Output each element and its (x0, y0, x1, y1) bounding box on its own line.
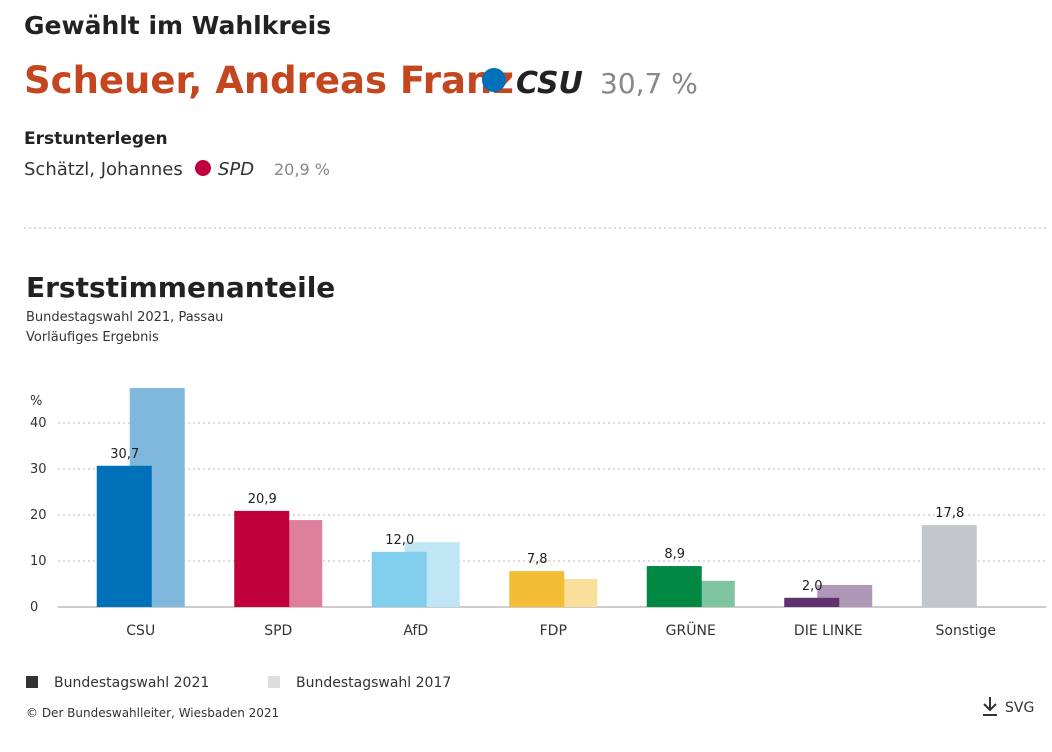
x-tick-label: DIE LINKE (794, 623, 863, 639)
party-dot (195, 160, 211, 176)
bar (646, 566, 702, 607)
download-icon (983, 697, 997, 716)
chart-title: Erststimmenanteile (26, 271, 335, 304)
value-label: 12,0 (385, 533, 414, 548)
winner-share: 30,7 % (600, 67, 698, 100)
y-tick-label: 20 (30, 508, 47, 523)
runner-up-name: Schätzl, Johannes (24, 159, 183, 180)
x-tick-label: CSU (126, 623, 155, 639)
download-button[interactable]: SVG (983, 697, 1034, 716)
y-axis-label: % (30, 394, 42, 409)
bar (234, 510, 290, 607)
bar (921, 525, 977, 607)
value-label: 20,9 (248, 492, 277, 507)
value-label: 30,7 (110, 447, 139, 462)
runner-up-label: Erstunterlegen (24, 129, 168, 149)
legend: Bundestagswahl 2021 Bundestagswahl 2017 (26, 675, 451, 691)
legend-swatch (268, 676, 280, 688)
winner-name: Scheuer, Andreas Franz (24, 59, 514, 102)
bar (784, 597, 840, 607)
legend-swatch (26, 676, 38, 688)
legend-label: Bundestagswahl 2017 (296, 675, 451, 691)
party-dot (482, 68, 506, 92)
winner-party: CSU (516, 66, 583, 101)
bar (371, 551, 427, 607)
y-tick-label: 0 (30, 600, 38, 615)
section-title: Gewählt im Wahlkreis (24, 11, 331, 40)
runner-up-share: 20,9 % (274, 160, 330, 179)
x-tick-label: SPD (264, 623, 292, 639)
x-tick-label: Sonstige (936, 623, 997, 639)
bar (509, 571, 565, 607)
y-tick-label: 30 (30, 462, 47, 477)
x-tick-label: GRÜNE (666, 621, 716, 639)
runner-up-party: SPD (218, 159, 254, 180)
value-label: 2,0 (802, 579, 823, 594)
value-label: 17,8 (935, 506, 964, 521)
x-tick-label: AfD (403, 623, 428, 639)
bar (96, 465, 152, 607)
value-label: 7,8 (527, 552, 548, 567)
value-label: 8,9 (664, 547, 685, 562)
y-tick-label: 40 (30, 416, 47, 431)
chart-subtitle: Bundestagswahl 2021, Passau (26, 310, 223, 325)
chart-note: Vorläufiges Ergebnis (26, 330, 159, 345)
y-tick-label: 10 (30, 554, 47, 569)
x-tick-label: FDP (540, 623, 567, 639)
copyright: © Der Bundeswahlleiter, Wiesbaden 2021 (26, 706, 279, 720)
legend-label: Bundestagswahl 2021 (54, 675, 209, 691)
download-label[interactable]: SVG (1005, 700, 1034, 716)
